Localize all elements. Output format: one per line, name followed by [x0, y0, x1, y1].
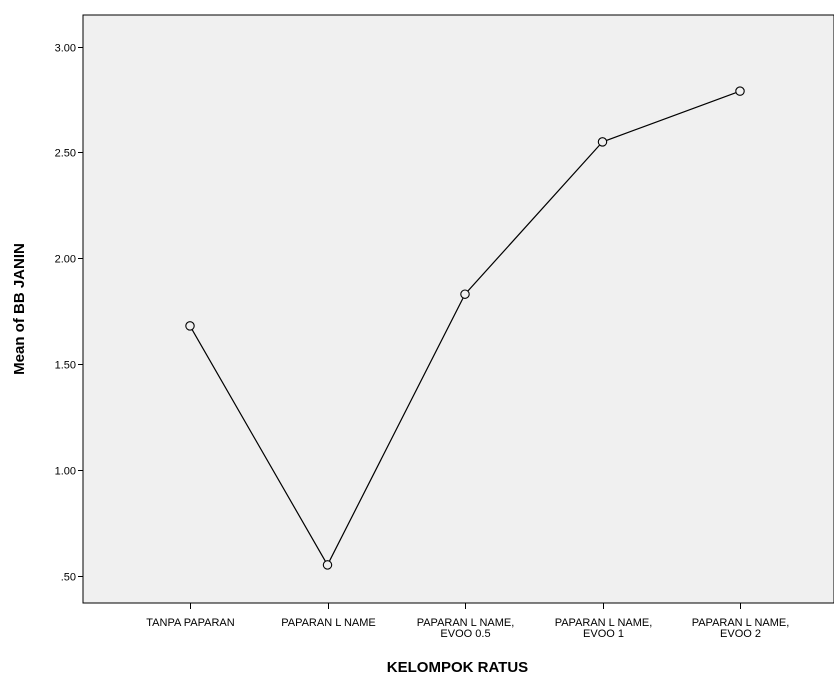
plot-area	[82, 14, 834, 604]
y-tick-label: .50	[61, 572, 76, 584]
y-tick-label: 3.00	[55, 43, 76, 55]
y-axis: .50 1.00 1.50 2.00 2.50 3.00	[55, 43, 83, 584]
x-tick-label: PAPARAN L NAME	[281, 617, 376, 629]
data-point	[597, 137, 608, 147]
x-tick-label: PAPARAN L NAME,	[692, 617, 790, 629]
x-axis: TANPA PAPARAN PAPARAN L NAME PAPARAN L NAM…	[146, 603, 789, 640]
x-tick-label: EVOO 0.5	[440, 628, 490, 640]
x-tick-label: PAPARAN L NAME,	[555, 617, 653, 629]
data-point	[322, 560, 333, 570]
x-tick-label: EVOO 2	[720, 628, 761, 640]
y-tick-label: 1.00	[55, 466, 76, 478]
x-tick-label: TANPA PAPARAN	[146, 617, 234, 629]
series-mean-bb-janin	[185, 86, 745, 570]
y-tick-label: 2.50	[55, 148, 76, 160]
y-axis-title: Mean of BB JANIN	[11, 243, 28, 375]
x-axis-title: KELOMPOK RATUS	[387, 659, 528, 676]
data-point	[185, 321, 195, 331]
y-tick-label: 1.50	[55, 360, 76, 372]
y-tick-label: 2.00	[55, 254, 76, 266]
x-tick-label: PAPARAN L NAME,	[417, 617, 515, 629]
data-point	[735, 86, 745, 96]
x-tick-label: EVOO 1	[583, 628, 624, 640]
data-point	[460, 289, 470, 299]
